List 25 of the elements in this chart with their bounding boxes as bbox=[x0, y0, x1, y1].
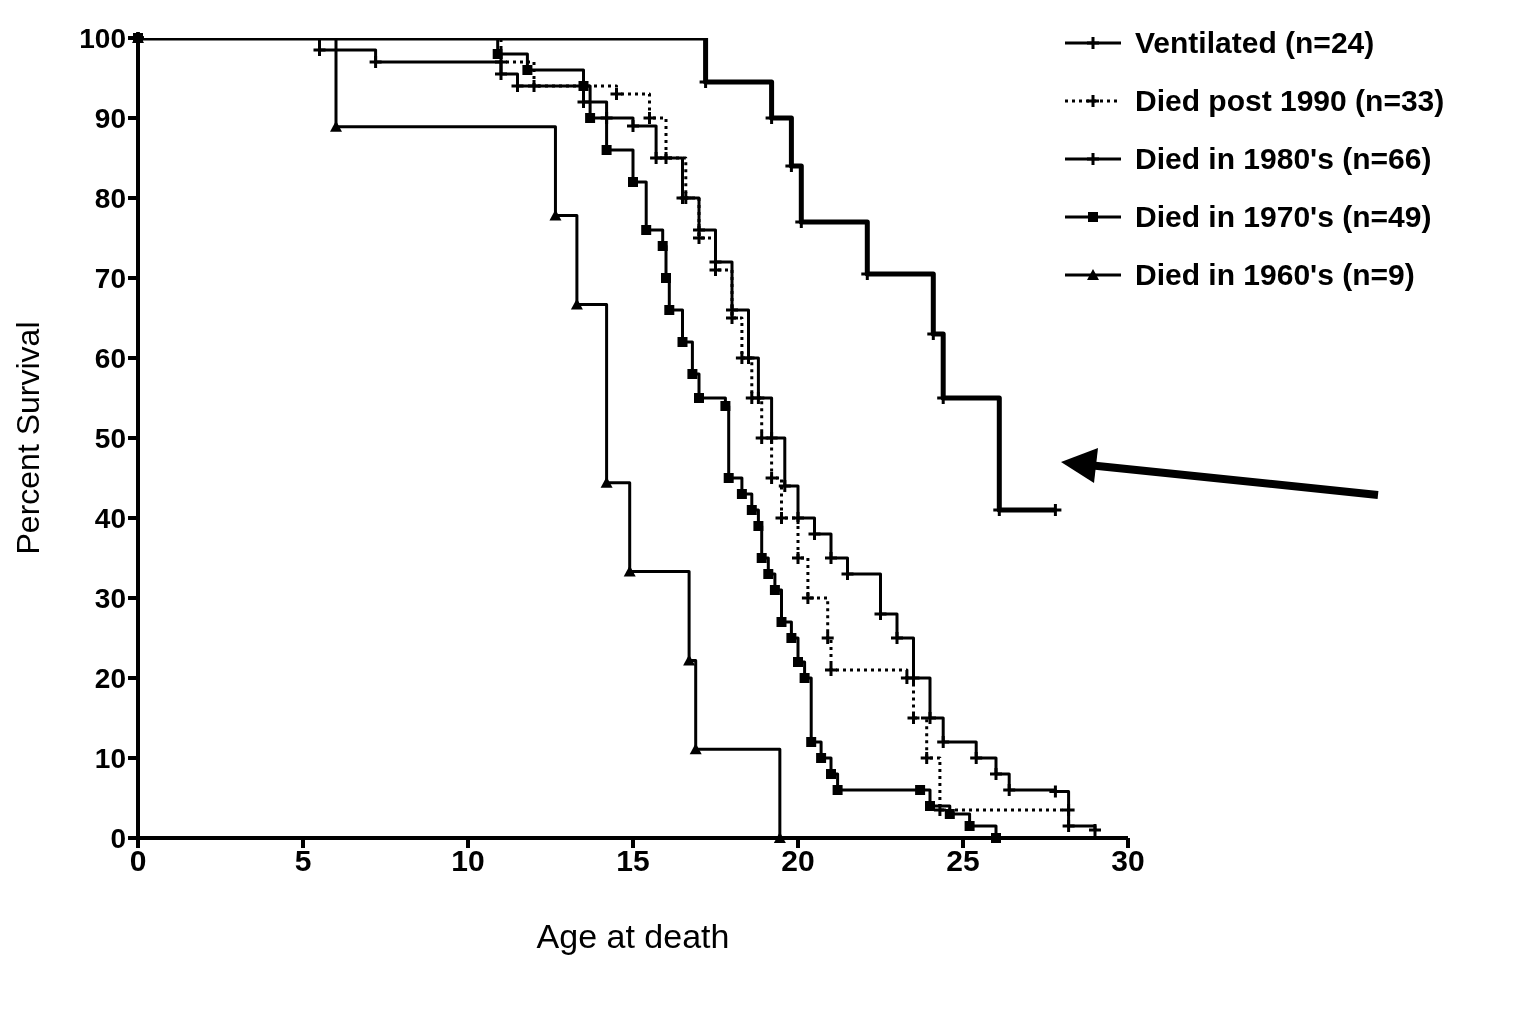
legend-label: Died in 1980's (n=66) bbox=[1135, 142, 1432, 176]
legend-label: Ventilated (n=24) bbox=[1135, 26, 1375, 60]
y-tick-label: 100 bbox=[79, 22, 126, 54]
legend-label: Died in 1960's (n=9) bbox=[1135, 258, 1415, 292]
legend-label: Died post 1990 (n=33) bbox=[1135, 84, 1445, 118]
y-axis-title: Percent Survival bbox=[10, 321, 47, 555]
y-tick-label: 60 bbox=[94, 342, 126, 374]
legend-label: Died in 1970's (n=49) bbox=[1135, 200, 1432, 234]
x-tick-label: 30 bbox=[1111, 844, 1145, 878]
y-tick-label: 40 bbox=[94, 502, 126, 534]
y-tick-label: 20 bbox=[94, 662, 126, 694]
x-tick-label: 25 bbox=[946, 844, 980, 878]
x-axis-title: Age at death bbox=[536, 917, 730, 955]
x-tick-label: 5 bbox=[294, 844, 312, 878]
y-tick-label: 80 bbox=[94, 182, 126, 214]
y-tick-label: 50 bbox=[94, 422, 126, 454]
y-tick-label: 10 bbox=[94, 742, 126, 774]
x-tick-label: 20 bbox=[781, 844, 815, 878]
y-tick-label: 70 bbox=[94, 262, 126, 294]
y-tick-label: 90 bbox=[94, 102, 126, 134]
x-tick-label: 10 bbox=[451, 844, 485, 878]
x-tick-label: 15 bbox=[616, 844, 650, 878]
y-tick-label: 0 bbox=[110, 822, 126, 854]
y-tick-label: 30 bbox=[94, 582, 126, 614]
x-tick-label: 0 bbox=[129, 844, 147, 878]
